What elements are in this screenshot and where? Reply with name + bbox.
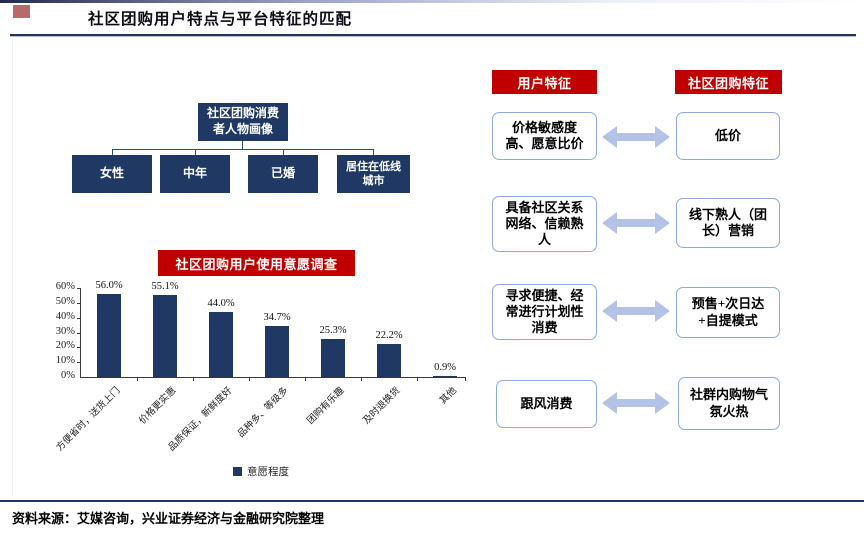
bar xyxy=(377,344,401,377)
org-child-box: 中年 xyxy=(160,155,230,193)
platform-trait-box: 社群内购物气氛火热 xyxy=(678,377,780,430)
org-connector xyxy=(373,149,374,155)
bar xyxy=(321,339,345,377)
double-arrow-icon xyxy=(602,392,670,414)
bar-value-label: 55.1% xyxy=(151,281,179,293)
bar-value-label: 56.0% xyxy=(95,279,123,291)
bar-chart-plot: 56.0% 方便省时，送货上门 55.1% 价格更实惠 44.0% 品质保证，新鲜度好 34… xyxy=(55,280,466,453)
bottom-divider xyxy=(0,500,864,502)
org-connector xyxy=(283,149,284,155)
y-axis-label: 40% xyxy=(55,310,75,322)
y-axis-tick xyxy=(77,362,81,364)
user-trait-box: 具备社区关系网络、信赖熟人 xyxy=(492,196,597,252)
org-connector xyxy=(242,141,243,149)
bar-chart-title: 社区团购用户使用意愿调查 xyxy=(158,250,355,276)
user-trait-box: 跟风消费 xyxy=(496,380,597,428)
platform-trait-box: 线下熟人（团长）营销 xyxy=(676,198,780,248)
bar-value-label: 34.7% xyxy=(263,311,291,323)
x-axis-tick xyxy=(137,377,138,381)
x-axis-tick xyxy=(417,377,418,381)
y-axis-tick xyxy=(77,332,81,334)
y-axis-tick xyxy=(77,317,81,319)
bar xyxy=(153,295,177,377)
x-axis-tick xyxy=(305,377,306,381)
x-axis-label: 品种多、等级多 xyxy=(236,385,291,440)
platform-trait-box: 预售+次日达+自提模式 xyxy=(676,287,780,338)
bar-value-label: 22.2% xyxy=(375,330,403,342)
platform-trait-box: 低价 xyxy=(676,112,780,160)
source-note: 资料来源：艾媒咨询，兴业证券经济与金融研究院整理 xyxy=(12,511,325,526)
bar-value-label: 0.9% xyxy=(434,361,456,373)
red-corner-mark xyxy=(13,5,30,18)
org-child-box: 居住在低线城市 xyxy=(337,155,410,193)
top-edge-band xyxy=(0,0,864,3)
x-axis-label: 价格更实惠 xyxy=(138,385,179,427)
org-connector xyxy=(112,149,113,155)
y-axis-label: 30% xyxy=(55,325,75,337)
y-axis-label: 20% xyxy=(55,340,75,352)
org-child-box: 女性 xyxy=(72,155,152,193)
double-arrow-icon xyxy=(602,212,670,234)
legend-label: 意愿程度 xyxy=(247,467,289,478)
page-title: 社区团购用户特点与平台特征的匹配 xyxy=(87,11,352,28)
x-axis-tick xyxy=(249,377,250,381)
org-connector xyxy=(112,149,374,150)
user-trait-box: 价格敏感度高、愿意比价 xyxy=(492,112,597,160)
bar xyxy=(97,293,121,377)
title-divider xyxy=(10,34,856,37)
double-arrow-icon xyxy=(602,300,670,322)
y-axis-tick xyxy=(77,302,81,304)
org-root-box: 社区团购消费者人物画像 xyxy=(198,103,288,141)
chart-legend: 意愿程度 xyxy=(233,464,289,479)
x-axis-label: 及时退换货 xyxy=(362,385,403,427)
y-axis-label: 10% xyxy=(55,355,75,367)
x-axis-label: 方便省时，送货上门 xyxy=(55,385,123,454)
y-axis-label: 0% xyxy=(61,370,75,381)
user-trait-box: 寻求便捷、经常进行计划性消费 xyxy=(492,284,597,340)
y-axis-tick xyxy=(77,347,81,349)
bar xyxy=(209,311,233,377)
user-traits-header: 用户特征 xyxy=(492,70,597,94)
org-child-box: 已婚 xyxy=(248,155,318,193)
double-arrow-icon xyxy=(602,126,670,148)
y-axis-label: 60% xyxy=(55,281,75,292)
org-connector xyxy=(195,149,196,155)
left-border-line xyxy=(12,38,13,496)
x-axis-tick xyxy=(465,377,466,381)
x-axis-tick xyxy=(361,377,362,381)
x-axis-label: 团购有乐趣 xyxy=(306,385,347,427)
bar xyxy=(265,325,289,377)
x-axis-label: 其他 xyxy=(438,385,459,407)
y-axis-tick xyxy=(77,288,81,289)
bar xyxy=(433,375,457,377)
legend-swatch xyxy=(233,467,242,476)
x-axis-tick xyxy=(193,377,194,381)
y-axis-label: 50% xyxy=(55,295,75,307)
bar-value-label: 44.0% xyxy=(207,297,235,309)
platform-traits-header: 社区团购特征 xyxy=(675,70,782,94)
bar-value-label: 25.3% xyxy=(319,325,347,337)
